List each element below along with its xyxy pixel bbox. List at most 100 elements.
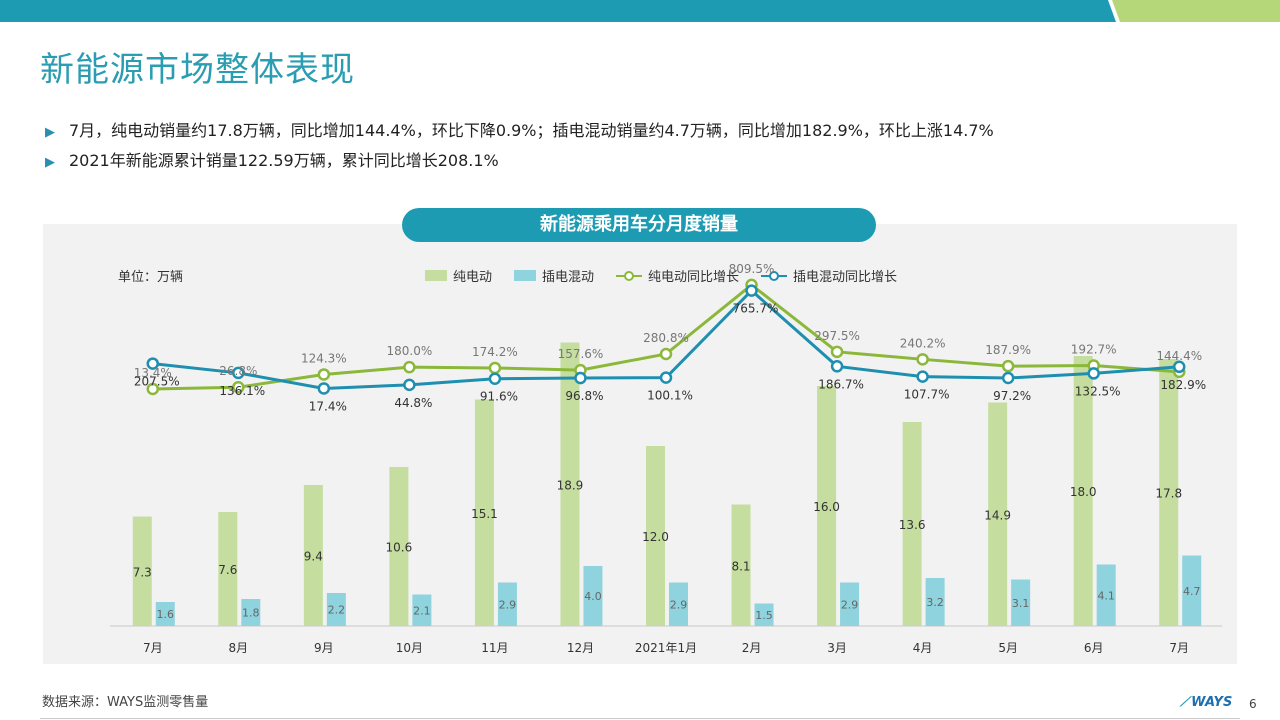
legend-item: 插电混动 — [514, 266, 594, 285]
bev-bar-label: 7.3 — [133, 565, 152, 579]
phev-bar — [754, 603, 774, 626]
phev-bar — [497, 582, 517, 626]
x-tick-label: 3月 — [827, 641, 847, 655]
bev-bar — [218, 512, 238, 626]
chart-title: 新能源乘用车分月度销量 — [402, 208, 876, 242]
bev-bar-label: 15.1 — [471, 507, 498, 521]
bev-bar-label: 17.8 — [1155, 487, 1182, 501]
bev-yoy-label: 157.6% — [558, 347, 604, 361]
phev-bar — [669, 582, 688, 626]
x-tick-label: 4月 — [913, 641, 933, 655]
bev-bar-label: 12.0 — [642, 530, 669, 544]
bev-yoy-label: 124.3% — [301, 351, 347, 365]
phev-bar-label: 4.7 — [1183, 585, 1201, 598]
phev-bar-label: 3.2 — [926, 596, 944, 609]
phev-yoy-label: 17.4% — [309, 399, 347, 413]
phev-yoy-label: 132.5% — [1075, 384, 1121, 398]
legend-item: 纯电动同比增长 — [616, 266, 739, 285]
phev-yoy-point — [916, 370, 929, 383]
legend-label: 插电混动 — [542, 270, 595, 285]
phev-yoy-label: 136.1% — [219, 384, 265, 398]
bev-yoy-label: 26.8% — [219, 364, 257, 378]
x-tick-label: 8月 — [228, 641, 248, 655]
phev-yoy-point — [659, 371, 673, 384]
phev-bar-label: 2.9 — [499, 598, 517, 611]
x-tick-label: 12月 — [567, 641, 594, 655]
legend-item: 纯电动 — [425, 266, 492, 285]
phev-yoy-point — [146, 357, 160, 370]
phev-bar-label: 2.9 — [670, 598, 688, 611]
bullet-list: ▶ 7月，纯电动销量约17.8万辆，同比增加144.4%，环比下降0.9%；插电混… — [45, 117, 994, 177]
phev-bar-label: 4.0 — [584, 590, 602, 603]
phev-yoy-point — [1001, 371, 1015, 385]
phev-bar — [1182, 555, 1202, 626]
bev-yoy-label: 809.5% — [729, 262, 775, 276]
x-tick-label: 2021年1月 — [635, 641, 697, 655]
phev-yoy-point — [403, 378, 416, 392]
bev-bar — [303, 485, 323, 626]
phev-line-marker-icon — [761, 270, 788, 282]
phev-bar — [1096, 564, 1116, 626]
bev-bar-label: 10.6 — [386, 541, 413, 555]
phev-bar — [583, 566, 603, 626]
phev-yoy-label: 182.9% — [1160, 378, 1206, 392]
bev-yoy-point — [916, 353, 929, 366]
x-tick-label: 2月 — [742, 641, 762, 655]
phev-yoy-point — [574, 371, 587, 385]
phev-bar-label: 1.8 — [242, 607, 260, 620]
page-number: 6 — [1249, 697, 1257, 711]
x-tick-label: 6月 — [1084, 641, 1104, 655]
bev-bar — [560, 342, 580, 626]
bev-bar — [902, 422, 922, 626]
footer-divider — [40, 718, 1240, 719]
phev-yoy-label: 186.7% — [818, 377, 864, 391]
page-title: 新能源市场整体表现 — [40, 50, 355, 90]
phev-bar — [412, 594, 432, 626]
bullet-text: 2021年新能源累计销量122.59万辆，累计同比增长208.1% — [69, 151, 499, 170]
phev-yoy-point — [488, 372, 502, 385]
bev-yoy-label: 144.4% — [1156, 349, 1202, 363]
phev-yoy-point — [830, 360, 844, 373]
phev-bar-label: 1.5 — [755, 609, 773, 622]
phev-yoy-label: 91.6% — [480, 390, 518, 404]
triangle-bullet-icon: ▶ — [45, 155, 55, 170]
x-tick-label: 7月 — [1169, 641, 1189, 655]
source-note: 数据来源：WAYS监测零售量 — [42, 695, 209, 710]
x-tick-label: 9月 — [314, 641, 334, 655]
legend-label: 插电混动同比增长 — [793, 270, 898, 285]
bullet-item: ▶ 2021年新能源累计销量122.59万辆，累计同比增长208.1% — [45, 147, 994, 177]
bev-yoy-point — [403, 360, 416, 374]
ways-logo: WAYS — [1180, 695, 1232, 710]
bev-yoy-point — [317, 368, 331, 381]
phev-bar — [840, 582, 860, 626]
bev-bar-label: 14.9 — [984, 508, 1011, 522]
x-tick-label: 10月 — [396, 641, 423, 655]
phev-bar-label: 2.9 — [841, 598, 859, 611]
phev-yoy-label: 100.1% — [647, 389, 693, 403]
bullet-text: 7月，纯电动销量约17.8万辆，同比增加144.4%，环比下降0.9%；插电混动… — [69, 121, 994, 140]
bev-bar — [988, 402, 1008, 626]
legend-item: 插电混动同比增长 — [761, 266, 897, 285]
triangle-bullet-icon: ▶ — [45, 125, 55, 140]
phev-yoy-label: 96.8% — [565, 389, 603, 403]
phev-yoy-point — [232, 366, 245, 380]
top-banner — [0, 0, 1280, 22]
phev-yoy-point — [1087, 367, 1100, 380]
bev-bar — [132, 516, 152, 626]
bev-yoy-label: 192.7% — [1071, 343, 1117, 357]
unit-label: 单位：万辆 — [118, 270, 184, 285]
phev-bar — [326, 593, 346, 626]
phev-yoy-label: 44.8% — [394, 396, 432, 410]
phev-bar — [155, 602, 175, 626]
phev-yoy-label: 97.2% — [993, 389, 1031, 403]
phev-swatch-icon — [514, 270, 537, 281]
bullet-item: ▶ 7月，纯电动销量约17.8万辆，同比增加144.4%，环比下降0.9%；插电混… — [45, 117, 994, 147]
bev-yoy-point — [232, 380, 245, 394]
phev-yoy-label: 107.7% — [904, 388, 950, 402]
bev-yoy-point — [146, 382, 160, 396]
bev-bar — [389, 467, 409, 626]
legend-label: 纯电动 — [453, 270, 493, 285]
phev-bar — [241, 599, 261, 626]
phev-yoy-point — [317, 382, 331, 395]
